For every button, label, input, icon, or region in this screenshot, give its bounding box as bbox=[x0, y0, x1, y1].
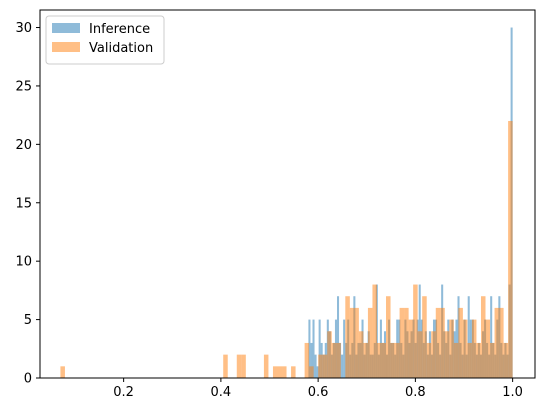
bar-validation-58 bbox=[322, 354, 328, 378]
bar-validation-40 bbox=[241, 354, 246, 378]
bar-validation-89 bbox=[462, 319, 468, 378]
bar-validation-57 bbox=[318, 354, 323, 378]
bar-validation-78 bbox=[413, 284, 418, 378]
bar-validation-51 bbox=[291, 366, 296, 378]
x-axis: 0.2 0.4 0.6 0.8 1.0 bbox=[113, 378, 523, 400]
bar-validation-81 bbox=[426, 342, 432, 378]
bar-validation-90 bbox=[467, 342, 472, 378]
y-tick-label: 15 bbox=[15, 196, 32, 211]
bar-inference-2 bbox=[312, 319, 315, 378]
bar-validation-67 bbox=[363, 342, 368, 378]
y-tick-label: 30 bbox=[15, 21, 32, 36]
bar-inference-14 bbox=[337, 296, 340, 378]
bar-validation-0 bbox=[60, 366, 65, 378]
bar-inference-3 bbox=[314, 354, 317, 378]
bar-validation-54 bbox=[304, 342, 310, 378]
bar-validation-64 bbox=[349, 307, 355, 378]
bar-validation-63 bbox=[345, 296, 350, 378]
bar-validation-85 bbox=[444, 331, 450, 378]
y-tick-label: 25 bbox=[15, 79, 32, 94]
bar-validation-65 bbox=[354, 307, 359, 378]
bar-validation-39 bbox=[236, 354, 242, 378]
bar-validation-96 bbox=[494, 307, 500, 378]
bar-validation-74 bbox=[395, 342, 400, 378]
bar-validation-79 bbox=[417, 331, 423, 378]
legend-label-validation: Validation bbox=[89, 41, 153, 56]
bar-validation-48 bbox=[277, 366, 282, 378]
bar-validation-73 bbox=[390, 342, 396, 378]
plot-frame bbox=[39, 9, 536, 379]
bar-validation-93 bbox=[480, 296, 486, 378]
bar-validation-92 bbox=[476, 342, 481, 378]
legend-swatch-inference bbox=[52, 23, 80, 33]
bar-validation-49 bbox=[282, 366, 287, 378]
x-tick-label: 0.2 bbox=[113, 385, 134, 400]
y-tick-label: 10 bbox=[15, 255, 32, 270]
bar-validation-91 bbox=[471, 319, 477, 378]
bar-validation-61 bbox=[336, 342, 341, 378]
bar-inference-5 bbox=[318, 319, 321, 378]
bar-validation-76 bbox=[404, 307, 409, 378]
bar-validation-45 bbox=[263, 354, 269, 378]
bar-validation-75 bbox=[399, 307, 405, 378]
bar-validation-47 bbox=[272, 366, 278, 378]
bar-validation-88 bbox=[458, 307, 463, 378]
bar-validation-36 bbox=[223, 354, 228, 378]
bar-inference-78 bbox=[467, 296, 470, 378]
x-tick-label: 1.0 bbox=[502, 385, 523, 400]
bar-validation-71 bbox=[381, 342, 387, 378]
bar-validation-68 bbox=[367, 307, 373, 378]
bar-validation-69 bbox=[372, 284, 377, 378]
bar-validation-99 bbox=[508, 120, 513, 378]
bar-inference-16 bbox=[341, 354, 344, 378]
bar-validation-82 bbox=[431, 331, 436, 378]
bar-validation-98 bbox=[503, 342, 509, 378]
bar-validation-94 bbox=[485, 319, 491, 378]
legend-swatch-validation bbox=[52, 42, 80, 52]
y-tick-label: 0 bbox=[24, 372, 32, 387]
y-axis: 0 5 10 15 20 25 30 bbox=[15, 21, 40, 387]
bar-inference-17 bbox=[343, 319, 346, 378]
x-tick-label: 0.8 bbox=[405, 385, 426, 400]
bar-validation-72 bbox=[386, 296, 391, 378]
x-tick-label: 0.6 bbox=[308, 385, 329, 400]
validation-bars bbox=[60, 120, 513, 378]
bar-validation-95 bbox=[490, 342, 495, 378]
bar-validation-97 bbox=[499, 307, 504, 378]
bar-inference-0 bbox=[308, 319, 311, 378]
bar-inference-89 bbox=[490, 296, 493, 378]
y-tick-label: 5 bbox=[24, 313, 32, 328]
bar-validation-84 bbox=[440, 307, 445, 378]
bar-validation-59 bbox=[327, 331, 332, 378]
bar-validation-60 bbox=[331, 342, 337, 378]
y-tick-label: 20 bbox=[15, 138, 32, 153]
bar-validation-55 bbox=[309, 366, 314, 378]
bar-validation-83 bbox=[435, 307, 441, 378]
bar-validation-86 bbox=[449, 319, 454, 378]
bar-validation-80 bbox=[422, 296, 427, 378]
legend-label-inference: Inference bbox=[89, 22, 150, 37]
x-tick-label: 0.4 bbox=[211, 385, 232, 400]
bar-inference-4 bbox=[316, 366, 319, 378]
bar-validation-70 bbox=[376, 342, 382, 378]
bar-inference-1 bbox=[310, 342, 313, 378]
bar-validation-77 bbox=[408, 319, 414, 378]
bar-validation-87 bbox=[453, 342, 459, 378]
legend: Inference Validation bbox=[45, 15, 165, 65]
bar-validation-66 bbox=[358, 331, 364, 378]
